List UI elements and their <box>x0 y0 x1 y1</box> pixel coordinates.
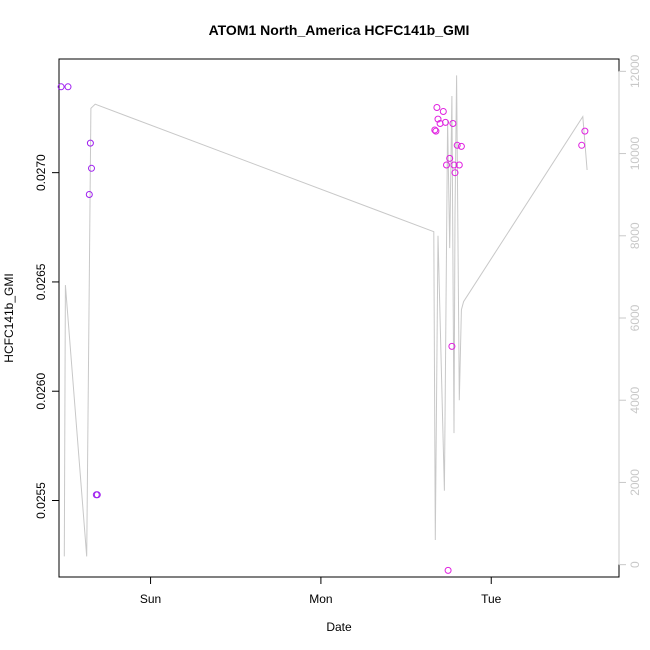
data-point <box>444 566 452 574</box>
y-right-tick-label: 0 <box>628 561 642 568</box>
data-point <box>93 491 101 499</box>
data-point <box>88 164 95 172</box>
data-point <box>431 126 439 134</box>
data-point <box>432 127 440 135</box>
data-point <box>453 141 461 149</box>
y-tick-label: 0.0265 <box>34 263 48 300</box>
data-point <box>449 120 457 127</box>
data-point <box>581 127 589 135</box>
data-point <box>434 115 442 123</box>
data-point <box>450 161 458 169</box>
y-tick-label: 0.0255 <box>34 482 48 519</box>
data-point <box>439 108 447 115</box>
y-right-tick-label: 4000 <box>628 387 642 414</box>
data-point <box>451 169 459 177</box>
data-point <box>86 139 94 147</box>
y-axis-label: HCFC141b_GMI <box>2 273 16 362</box>
data-point <box>443 161 450 169</box>
x-tick-label: Sun <box>140 592 161 606</box>
data-point <box>448 342 456 350</box>
x-tick-label: Tue <box>481 592 502 606</box>
y-right-tick-label: 6000 <box>628 304 642 331</box>
data-point <box>442 118 449 126</box>
data-point <box>578 141 586 149</box>
y-axis-left: 0.0255 0.0260 0.0265 0.0270 <box>34 154 60 519</box>
data-point <box>64 83 72 91</box>
data-point <box>85 191 93 198</box>
y-axis-right: 0 2000 4000 6000 8000 10000 12000 <box>618 54 642 568</box>
x-axis-label: Date <box>326 620 352 634</box>
y-tick-label: 0.0260 <box>34 373 48 410</box>
x-tick-label: Mon <box>309 592 332 606</box>
y-right-tick-label: 10000 <box>628 137 642 171</box>
data-point <box>446 154 454 162</box>
x-axis: Sun Mon Tue <box>140 576 502 606</box>
y-right-tick-label: 2000 <box>628 469 642 496</box>
data-point <box>57 83 65 91</box>
series-line-layer <box>63 75 588 557</box>
y-tick-label: 0.0270 <box>34 154 48 191</box>
chart-title: ATOM1 North_America HCFC141b_GMI <box>209 22 470 38</box>
data-point <box>455 161 463 169</box>
y-right-tick-label: 12000 <box>628 54 642 88</box>
plot-frame <box>58 58 620 578</box>
data-point <box>457 142 465 150</box>
series-points-layer <box>57 83 589 574</box>
series-line <box>63 75 588 557</box>
y-right-tick-label: 8000 <box>628 222 642 249</box>
data-point <box>433 104 441 111</box>
